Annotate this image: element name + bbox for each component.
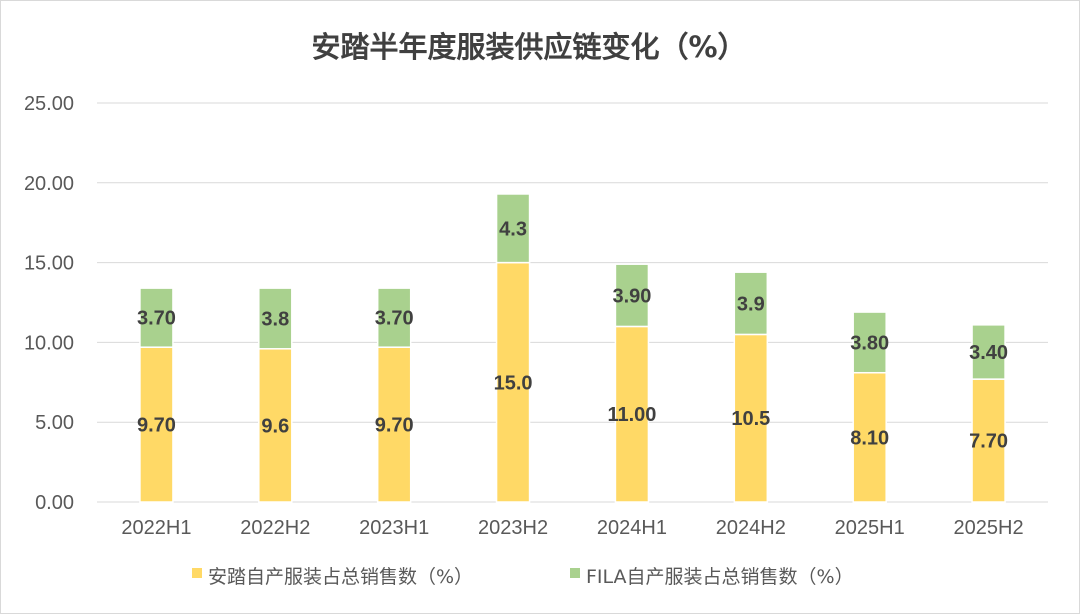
y-tick-label: 5.00 — [35, 412, 74, 434]
bar-segment-fila — [614, 263, 650, 328]
bars — [139, 193, 1006, 503]
bar-segment-fila — [258, 287, 293, 350]
x-tick-label: 2022H1 — [121, 517, 191, 539]
x-tick-label: 2025H2 — [954, 517, 1024, 539]
data-label-anta: 9.6 — [261, 415, 289, 437]
bar-segment-fila — [376, 287, 412, 348]
legend-swatch-anta — [192, 568, 202, 578]
data-label-anta: 11.00 — [607, 404, 656, 426]
x-tick-label: 2023H2 — [478, 517, 548, 539]
legend-label-anta: 安踏自产服装占总销售数（%） — [208, 566, 473, 588]
bar-segment-anta — [139, 346, 174, 503]
x-tick-label: 2023H1 — [359, 517, 429, 539]
data-labels: 9.70 3.70 9.6 3.8 9.70 3.70 15.0 4.3 11.00 3.90 10… — [137, 218, 1008, 452]
x-tick-label: 2024H1 — [597, 517, 667, 539]
bar-segment-anta — [971, 378, 1006, 503]
y-tick-label: 0.00 — [35, 492, 74, 514]
x-axis-ticks: 2022H1 2022H2 2023H1 2023H2 2024H1 2024H2 2025… — [121, 517, 1023, 539]
data-label-anta: 9.70 — [137, 415, 176, 437]
data-label-fila: 3.8 — [261, 308, 289, 330]
data-label-fila: 3.70 — [375, 308, 414, 330]
y-tick-label: 20.00 — [24, 173, 74, 195]
data-label-fila: 3.70 — [137, 308, 176, 330]
x-tick-label: 2024H2 — [716, 517, 786, 539]
y-tick-label: 10.00 — [24, 332, 74, 354]
y-tick-label: 25.00 — [24, 93, 74, 115]
data-label-anta: 10.5 — [731, 408, 770, 430]
chart-title: 安踏半年度服装供应链变化（%） — [311, 30, 746, 64]
bar-segment-anta — [614, 325, 650, 503]
x-tick-label: 2025H1 — [835, 517, 905, 539]
data-label-fila: 4.3 — [499, 218, 527, 240]
bar-segment-fila — [971, 324, 1006, 380]
x-tick-label: 2022H2 — [240, 517, 310, 539]
legend-label-fila: FILA自产服装占总销售数（%） — [586, 566, 854, 588]
data-label-fila: 3.80 — [850, 332, 889, 354]
bar-segment-anta — [852, 371, 887, 503]
gridlines — [97, 102, 1048, 503]
data-label-anta: 15.0 — [494, 372, 533, 394]
bar-segment-fila — [495, 193, 531, 264]
legend: 安踏自产服装占总销售数（%） FILA自产服装占总销售数（%） — [192, 566, 854, 588]
bar-segment-anta — [495, 261, 531, 503]
bar-segment-fila — [852, 311, 887, 374]
legend-swatch-fila — [570, 568, 580, 578]
data-label-fila: 3.40 — [969, 342, 1008, 364]
bar-segment-anta — [376, 346, 412, 503]
data-label-fila: 3.90 — [612, 285, 651, 307]
y-axis-ticks: 0.00 5.00 10.00 15.00 20.00 25.00 — [24, 93, 74, 514]
data-label-anta: 9.70 — [375, 415, 414, 437]
bar-segment-fila — [733, 271, 769, 336]
y-tick-label: 15.00 — [24, 253, 74, 275]
data-label-fila: 3.9 — [737, 293, 765, 315]
data-label-anta: 8.10 — [850, 427, 889, 449]
data-label-anta: 7.70 — [969, 431, 1008, 453]
bar-segment-fila — [139, 287, 174, 348]
